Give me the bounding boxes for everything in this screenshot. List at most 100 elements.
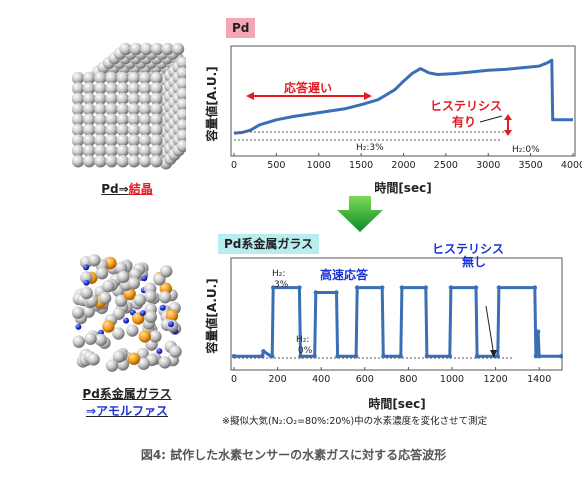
h2-high-label-1: H₂: [272,269,285,279]
atom [150,71,163,85]
atom [75,323,82,330]
atom [105,359,119,372]
atom [127,92,141,105]
series-point [260,354,265,359]
x-tick-label: 3000 [476,160,500,171]
atom [150,42,164,56]
series-point [474,354,480,359]
no-hyst-pointer-head [490,350,497,358]
atom [105,155,118,168]
atom [127,155,141,168]
series-point [495,354,500,359]
atom [150,103,163,116]
atom [83,92,96,105]
x-tick-label: 0 [231,374,237,385]
series-point [399,285,405,290]
atom [116,144,129,157]
h2-low-label-1: H₂: [296,335,309,345]
series-point [297,285,302,290]
atom [165,309,179,322]
atom [87,353,100,366]
footnote: ※擬似大気(N₂:O₂=80%:20%)中の水素濃度を変化させて測定 [222,416,488,427]
atom [80,286,93,300]
atom [139,144,152,157]
x-tick-label: 1500 [349,160,373,171]
atom [84,332,97,345]
series-point [532,285,538,290]
hysteresis-arrow-head-up [504,114,512,120]
atom [176,67,186,80]
atom [83,279,90,286]
plot-area [230,45,576,157]
atom [139,113,152,126]
annot-slow: 応答遅い [284,80,332,95]
crystal-label-word: 結晶 [128,182,153,196]
atom [94,113,107,126]
atom [139,134,152,147]
atom [127,277,140,290]
x-tick-label: 600 [356,374,374,385]
pd-response-chart: 0 500 1000 1500 2000 2500 3000 3500 4000 応答遅い ヒス… [204,45,582,195]
atom [88,254,101,267]
x-tick-label: 3500 [519,160,543,171]
atom [141,275,148,282]
atom [161,42,174,56]
atom [105,134,118,147]
y-axis-label: 容量値[A.U.] [204,278,219,354]
x-tick-label: 200 [269,374,287,385]
atom [138,330,151,343]
x-tick-label: 4000 [561,160,582,171]
series-point [261,349,266,354]
atom [94,144,107,157]
atom [127,82,141,95]
atom [71,113,85,126]
atom [139,310,146,317]
atom [102,280,115,293]
atom [83,144,96,157]
atom [150,123,163,137]
atom [144,310,157,324]
atom [116,134,129,147]
atom [72,335,85,348]
x-tick-label: 1000 [307,160,331,171]
atom [105,82,118,95]
h2-high-label-2: 3% [274,280,289,290]
atom [116,92,129,105]
y-axis-label: 容量値[A.U.] [204,66,219,142]
atom [140,42,153,56]
atom [83,103,96,116]
atom [71,155,85,168]
atom [116,155,129,168]
atom [116,113,129,126]
atom [71,134,85,147]
atom [102,320,115,333]
series-point [380,285,385,290]
atom [105,144,118,157]
atom [126,324,139,337]
series-point [533,354,539,359]
series-line [233,58,573,135]
atom [176,129,186,142]
atom [94,92,107,105]
series-point [537,354,542,359]
atom [105,123,118,137]
annot-hysteresis-2: 有り [452,114,476,129]
atom [116,71,129,85]
series-point [535,329,541,334]
hysteresis-pointer [479,115,503,123]
atom [94,333,107,347]
atom [105,92,118,105]
atom [127,71,141,85]
atom [116,123,129,137]
atom [139,103,152,116]
atom [156,348,163,355]
series-point [271,285,276,290]
annot-nohyst-line1: ヒステリシス [432,242,505,256]
atom [129,42,143,56]
atom [149,330,162,343]
h2-low-label: H₂:0% [512,145,540,155]
atom [71,71,85,85]
top-chart-tag: Pd [226,18,256,38]
atom [83,134,96,147]
slow-arrow-head-left [246,92,254,100]
